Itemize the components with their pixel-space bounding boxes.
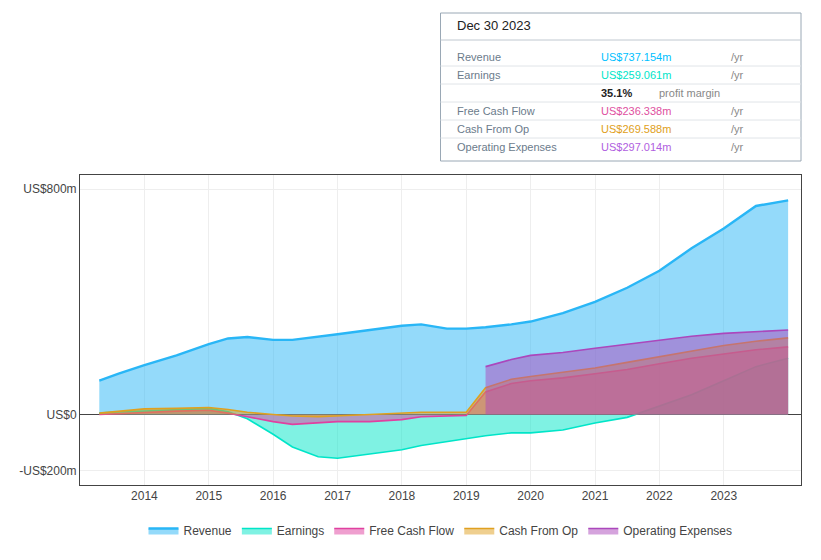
svg-text:35.1%: 35.1% (601, 87, 632, 99)
svg-text:US$236.338m: US$236.338m (601, 105, 671, 117)
svg-text:2019: 2019 (453, 489, 480, 503)
svg-text:US$800m: US$800m (23, 182, 76, 196)
svg-text:-US$200m: -US$200m (19, 464, 76, 478)
svg-text:Free Cash Flow: Free Cash Flow (457, 105, 535, 117)
svg-text:/yr: /yr (731, 51, 744, 63)
svg-text:2014: 2014 (131, 489, 158, 503)
svg-text:/yr: /yr (731, 141, 744, 153)
svg-text:US$737.154m: US$737.154m (601, 51, 671, 63)
svg-text:2015: 2015 (195, 489, 222, 503)
svg-text:2023: 2023 (710, 489, 737, 503)
svg-text:Revenue: Revenue (184, 524, 232, 538)
svg-text:Cash From Op: Cash From Op (457, 123, 529, 135)
svg-text:/yr: /yr (731, 69, 744, 81)
svg-text:Revenue: Revenue (457, 51, 501, 63)
svg-text:profit margin: profit margin (659, 87, 720, 99)
svg-text:Earnings: Earnings (457, 69, 501, 81)
svg-text:2022: 2022 (646, 489, 673, 503)
svg-text:US$269.588m: US$269.588m (601, 123, 671, 135)
svg-text:US$0: US$0 (47, 408, 77, 422)
svg-text:Operating Expenses: Operating Expenses (623, 524, 732, 538)
svg-text:2018: 2018 (389, 489, 416, 503)
svg-text:Cash From Op: Cash From Op (499, 524, 578, 538)
svg-text:US$259.061m: US$259.061m (601, 69, 671, 81)
svg-text:/yr: /yr (731, 105, 744, 117)
svg-text:2017: 2017 (324, 489, 351, 503)
svg-text:/yr: /yr (731, 123, 744, 135)
svg-text:Operating Expenses: Operating Expenses (457, 141, 557, 153)
svg-text:Free Cash Flow: Free Cash Flow (369, 524, 454, 538)
svg-text:2016: 2016 (260, 489, 287, 503)
svg-text:2020: 2020 (517, 489, 544, 503)
svg-text:2021: 2021 (582, 489, 609, 503)
svg-text:Dec 30 2023: Dec 30 2023 (457, 18, 531, 33)
svg-text:US$297.014m: US$297.014m (601, 141, 671, 153)
svg-text:Earnings: Earnings (277, 524, 324, 538)
